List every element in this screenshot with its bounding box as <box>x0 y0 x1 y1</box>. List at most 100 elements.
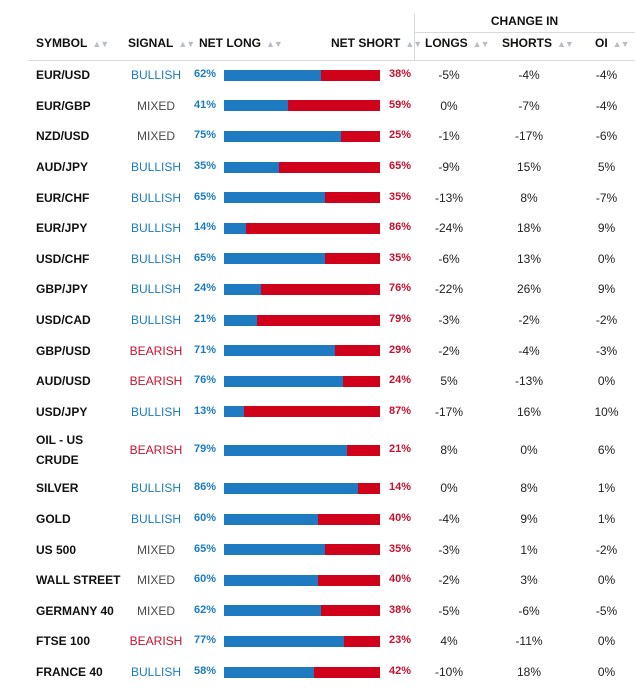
symbol-link[interactable]: GBP/USD <box>36 343 91 358</box>
signal-label: BULLISH <box>130 190 182 205</box>
net-short-percent: 40% <box>388 512 411 525</box>
change-shorts: -4% <box>518 68 540 83</box>
change-longs: -10% <box>434 665 463 680</box>
symbol-link[interactable]: NZD/USD <box>36 129 90 144</box>
net-short-percent: 21% <box>388 443 411 456</box>
change-shorts: 18% <box>516 665 542 680</box>
table-row[interactable]: OIL - US CRUDE BEARISH 79% 21% 8% 0% 6% <box>0 427 635 473</box>
symbol-link[interactable]: FRANCE 40 <box>36 665 103 680</box>
net-short-percent: 29% <box>388 343 411 356</box>
table-row[interactable]: NZD/USD MIXED 75% 25% -1% -17% -6% <box>0 121 635 152</box>
table-row[interactable]: GBP/USD BEARISH 71% 29% -2% -4% -3% <box>0 335 635 366</box>
table-row[interactable]: USD/CAD BULLISH 21% 79% -3% -2% -2% <box>0 305 635 336</box>
sentiment-bar <box>224 345 380 357</box>
symbol-link[interactable]: GBP/JPY <box>36 282 89 297</box>
sort-icon[interactable]: ▲▼ <box>178 39 195 49</box>
symbol-link[interactable]: US 500 <box>36 542 77 557</box>
column-header-shorts-label: SHORTS <box>502 36 553 50</box>
signal-label: MIXED <box>136 573 175 588</box>
sentiment-bar-long-fill <box>224 666 315 678</box>
table-row[interactable]: FTSE 100 BEARISH 77% 23% 4% -11% 0% <box>0 626 635 657</box>
sentiment-bar <box>224 100 380 112</box>
change-longs: -3% <box>438 313 460 328</box>
column-header-signal[interactable]: SIGNAL ▲▼ <box>128 36 195 50</box>
symbol-link[interactable]: AUD/JPY <box>36 160 89 175</box>
sort-icon[interactable]: ▲▼ <box>557 39 574 49</box>
sentiment-bar-long-fill <box>224 574 318 586</box>
column-header-signal-label: SIGNAL <box>128 36 174 50</box>
sentiment-bar-long-fill <box>224 635 345 647</box>
change-shorts: 26% <box>516 282 542 297</box>
net-short-percent: 76% <box>388 282 411 295</box>
table-row[interactable]: FRANCE 40 BULLISH 58% 42% -10% 18% 0% <box>0 657 635 688</box>
change-longs: -5% <box>438 68 460 83</box>
change-in-underline <box>414 32 635 33</box>
change-oi: 0% <box>597 634 616 649</box>
change-longs: -13% <box>434 190 463 205</box>
column-header-shorts[interactable]: SHORTS ▲▼ <box>502 36 574 50</box>
symbol-link[interactable]: FTSE 100 <box>36 634 91 649</box>
symbol-link[interactable]: GOLD <box>36 512 71 527</box>
symbol-link[interactable]: EUR/GBP <box>36 98 91 113</box>
column-header-symbol[interactable]: SYMBOL ▲▼ <box>36 36 109 50</box>
symbol-link[interactable]: EUR/CHF <box>36 190 90 205</box>
table-row[interactable]: USD/CHF BULLISH 65% 35% -6% 13% 0% <box>0 244 635 275</box>
symbol-link[interactable]: USD/CAD <box>36 313 91 328</box>
net-long-percent: 13% <box>194 404 217 417</box>
table-row[interactable]: EUR/CHF BULLISH 65% 35% -13% 8% -7% <box>0 182 635 213</box>
change-oi: 0% <box>597 251 616 266</box>
signal-label: BULLISH <box>130 404 182 419</box>
change-shorts: 8% <box>520 190 538 205</box>
table-row[interactable]: GBP/JPY BULLISH 24% 76% -22% 26% 9% <box>0 274 635 305</box>
sentiment-bar-long-fill <box>224 444 348 456</box>
symbol-link[interactable]: OIL - US CRUDE <box>36 433 84 468</box>
symbol-link[interactable]: WALL STREET <box>36 573 121 588</box>
table-row[interactable]: AUD/USD BEARISH 76% 24% 5% -13% 0% <box>0 366 635 397</box>
column-header-net-short[interactable]: NET SHORT ▲▼ <box>331 36 422 50</box>
sort-icon[interactable]: ▲▼ <box>472 39 490 49</box>
net-short-percent: 59% <box>388 98 411 111</box>
table-row[interactable]: EUR/USD BULLISH 62% 38% -5% -4% -4% <box>0 60 635 91</box>
net-long-percent: 65% <box>194 251 217 264</box>
symbol-link[interactable]: SILVER <box>36 481 79 496</box>
column-header-net-long[interactable]: NET LONG ▲▼ <box>199 36 283 50</box>
sort-icon[interactable]: ▲▼ <box>405 39 422 49</box>
sentiment-bar-long-fill <box>224 222 246 234</box>
change-shorts: -11% <box>515 634 543 649</box>
table-row[interactable]: USD/JPY BULLISH 13% 87% -17% 16% 10% <box>0 397 635 428</box>
signal-label: BULLISH <box>130 221 182 236</box>
symbol-link[interactable]: USD/JPY <box>36 404 88 419</box>
table-row[interactable]: GOLD BULLISH 60% 40% -4% 9% 1% <box>0 504 635 535</box>
change-oi: 9% <box>597 221 616 236</box>
change-longs: 0% <box>440 98 458 113</box>
sentiment-bar <box>224 253 380 265</box>
symbol-link[interactable]: GERMANY 40 <box>36 603 114 618</box>
change-shorts: -17% <box>514 129 543 144</box>
table-row[interactable]: EUR/GBP MIXED 41% 59% 0% -7% -4% <box>0 91 635 122</box>
table-row[interactable]: SILVER BULLISH 86% 14% 0% 8% 1% <box>0 473 635 504</box>
change-shorts: 15% <box>516 160 542 175</box>
symbol-link[interactable]: EUR/USD <box>36 68 91 83</box>
symbol-link[interactable]: USD/CHF <box>36 251 90 266</box>
table-row[interactable]: WALL STREET MIXED 60% 40% -2% 3% 0% <box>0 565 635 596</box>
signal-label: MIXED <box>136 542 175 557</box>
table-row[interactable]: AUD/JPY BULLISH 35% 65% -9% 15% 5% <box>0 152 635 183</box>
sentiment-bar <box>224 574 380 586</box>
net-long-percent: 14% <box>194 221 217 234</box>
change-shorts: -7% <box>518 98 540 113</box>
net-long-percent: 79% <box>194 443 217 456</box>
column-header-oi[interactable]: OI ▲▼ <box>595 36 629 50</box>
net-long-percent: 35% <box>194 160 217 173</box>
sort-icon[interactable]: ▲▼ <box>266 39 283 49</box>
sort-icon[interactable]: ▲▼ <box>612 39 630 49</box>
symbol-link[interactable]: EUR/JPY <box>36 221 88 236</box>
table-row[interactable]: US 500 MIXED 65% 35% -3% 1% -2% <box>0 534 635 565</box>
change-in-header: CHANGE IN <box>490 14 559 28</box>
symbol-link[interactable]: AUD/USD <box>36 374 91 389</box>
sort-icon[interactable]: ▲▼ <box>92 39 109 49</box>
sentiment-bar-long-fill <box>224 130 341 142</box>
sentiment-bar <box>224 375 380 387</box>
column-header-longs[interactable]: LONGS ▲▼ <box>425 36 489 50</box>
table-row[interactable]: EUR/JPY BULLISH 14% 86% -24% 18% 9% <box>0 213 635 244</box>
table-row[interactable]: GERMANY 40 MIXED 62% 38% -5% -6% -5% <box>0 596 635 627</box>
